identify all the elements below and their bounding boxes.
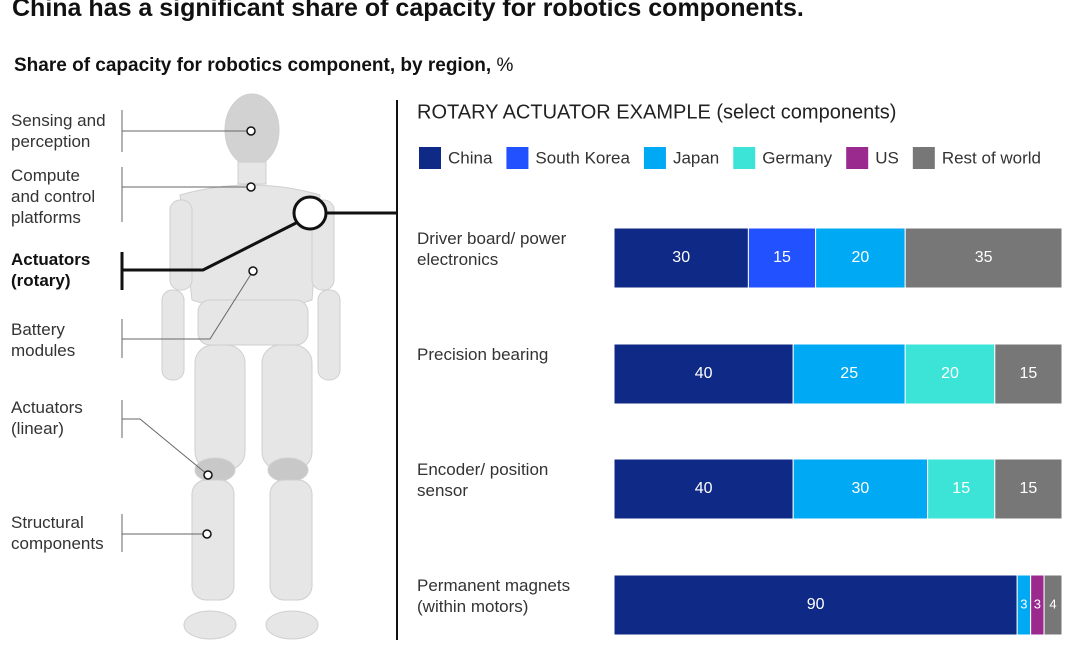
data-label: 15 (952, 480, 970, 497)
category-label: Permanent magnets (within motors) (417, 576, 571, 616)
bar-segment (792, 458, 929, 520)
robot-label: Actuators (linear) (11, 398, 83, 438)
robot-label: Compute and control platforms (11, 166, 96, 227)
data-label: 40 (695, 480, 713, 497)
legend-swatch (846, 147, 869, 169)
robot (161, 93, 341, 640)
data-label: 90 (807, 596, 825, 613)
data-label: 15 (773, 249, 791, 266)
bar-segment (1043, 574, 1063, 636)
robot-label: Battery modules (11, 320, 76, 360)
bar-segment (613, 574, 1018, 636)
legend-label: Germany (762, 148, 832, 167)
category-label: Precision bearing (417, 345, 549, 364)
bar-segment (904, 227, 1063, 289)
legend-label: Japan (673, 148, 719, 167)
legend-swatch (506, 147, 529, 169)
legend-label: US (875, 148, 899, 167)
bar-segment (613, 458, 794, 520)
data-label: 35 (975, 249, 993, 266)
bar-segment (994, 343, 1063, 405)
subtitle: Share of capacity for robotics component… (14, 55, 513, 77)
subtitle-unit: % (496, 55, 514, 76)
bar-segment (994, 458, 1063, 520)
data-label: 20 (852, 249, 870, 266)
bar-segment (815, 227, 906, 289)
callout-lines (121, 110, 254, 552)
callout-dots (202, 126, 258, 539)
robot-label: Structural components (11, 513, 104, 553)
data-label: 15 (1020, 480, 1038, 497)
data-label: 4 (1049, 596, 1056, 611)
data-label: 20 (941, 365, 959, 382)
data-label: 3 (1020, 596, 1027, 611)
data-label: 40 (695, 365, 713, 382)
bar-segment (747, 227, 817, 289)
legend-swatch (643, 147, 666, 169)
bar-segment (613, 227, 749, 289)
chart-title: ROTARY ACTUATOR EXAMPLE (select componen… (417, 101, 896, 123)
subtitle-text: Share of capacity for robotics component… (14, 55, 492, 76)
title: China has a significant share of capacit… (12, 0, 804, 22)
legend-swatch (419, 147, 441, 169)
legend-label: China (448, 148, 493, 167)
bar-segment (613, 343, 794, 405)
category-label: Encoder/ position sensor (417, 460, 549, 500)
legend-swatch (733, 147, 756, 169)
data-label: 30 (672, 249, 690, 266)
robot-label: Sensing and perception (11, 111, 106, 151)
robot-label: Actuators (rotary) (11, 250, 91, 290)
rotary-callout (120, 195, 397, 290)
legend-label: Rest of world (942, 148, 1041, 167)
legend-swatch (912, 147, 935, 169)
bar-segment (927, 458, 996, 520)
legend-label: South Korea (535, 148, 630, 167)
data-label: 3 (1034, 596, 1041, 611)
category-label: Driver board/ power electronics (417, 229, 567, 269)
data-label: 30 (852, 480, 870, 497)
data-label: 25 (840, 365, 858, 382)
data-label: 15 (1020, 365, 1038, 382)
